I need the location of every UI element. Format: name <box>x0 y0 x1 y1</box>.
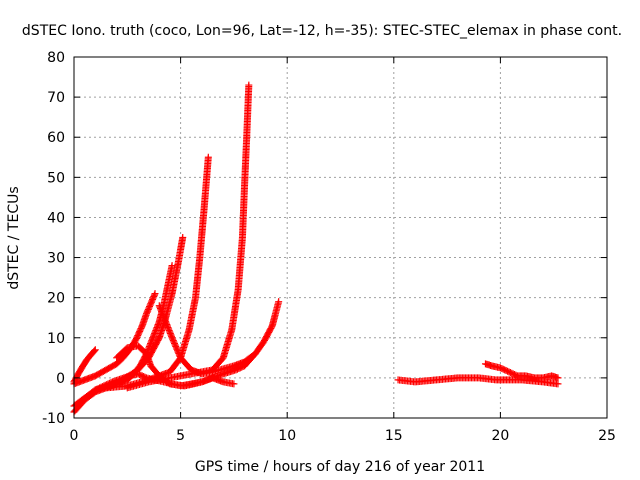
x-tick-label: 25 <box>598 428 616 444</box>
data-point <box>91 346 99 354</box>
data-point <box>275 298 283 306</box>
y-tick-label: -10 <box>42 411 65 427</box>
y-tick-label: 70 <box>47 90 65 106</box>
grid <box>74 57 607 418</box>
data-series <box>481 360 562 382</box>
data-point <box>150 291 158 299</box>
y-tick-label: 40 <box>47 210 65 226</box>
x-tick-label: 10 <box>278 428 296 444</box>
data-point <box>151 290 159 298</box>
x-tick-label: 20 <box>491 428 509 444</box>
plot-frame <box>73 56 608 419</box>
y-axis-label: dSTEC / TECUs <box>6 186 22 289</box>
y-tick-label: 20 <box>47 291 65 307</box>
data-point <box>245 81 253 89</box>
data-point <box>554 380 562 388</box>
chart-title: dSTEC Iono. truth (coco, Lon=96, Lat=-12… <box>22 23 622 39</box>
y-tick-label: 10 <box>47 331 65 347</box>
data-marks <box>70 81 562 416</box>
data-point <box>204 153 212 161</box>
y-tick-label: 0 <box>56 371 65 387</box>
y-tick-label: 80 <box>47 50 65 66</box>
data-series <box>113 342 238 390</box>
data-point <box>251 350 259 358</box>
data-series <box>394 374 562 388</box>
data-point <box>554 374 562 382</box>
data-series <box>155 302 259 378</box>
x-axis-label: GPS time / hours of day 216 of year 2011 <box>195 459 485 475</box>
y-tick-label: 30 <box>47 251 65 267</box>
axis-ticks: 0 5 10 15 20 25 -10 0 10 20 30 40 50 60 70 80 <box>42 50 616 444</box>
y-tick-label: 60 <box>47 130 65 146</box>
data-point <box>250 351 258 359</box>
data-point <box>179 234 187 241</box>
data-point <box>141 373 149 381</box>
x-tick-label: 15 <box>385 428 403 444</box>
y-tick-label: 50 <box>47 170 65 186</box>
data-point <box>230 380 238 388</box>
data-point <box>90 347 98 355</box>
x-tick-label: 0 <box>70 428 79 444</box>
data-series <box>70 290 159 388</box>
data-series <box>102 153 212 392</box>
x-tick-label: 5 <box>176 428 185 444</box>
